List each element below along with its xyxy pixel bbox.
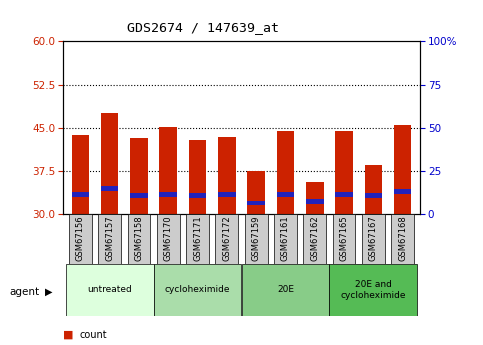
Bar [159,192,177,197]
Bar [277,130,294,214]
Bar [71,192,89,197]
Text: GSM67161: GSM67161 [281,215,290,261]
Bar [329,264,417,316]
Text: GSM67165: GSM67165 [340,215,349,261]
Text: GSM67171: GSM67171 [193,215,202,261]
Bar [218,137,236,214]
Bar [157,214,180,264]
Bar [98,214,121,264]
Text: GDS2674 / 147639_at: GDS2674 / 147639_at [127,21,279,34]
Text: GSM67156: GSM67156 [76,215,85,261]
Bar [365,193,382,198]
Bar [159,127,177,214]
Bar [242,264,329,316]
Bar [66,264,154,316]
Bar [215,214,238,264]
Bar [362,214,385,264]
Text: GSM67157: GSM67157 [105,215,114,261]
Bar [303,214,326,264]
Bar [101,186,118,191]
Text: GSM67158: GSM67158 [134,215,143,261]
Bar [218,192,236,197]
Text: 20E and
cycloheximide: 20E and cycloheximide [341,280,406,299]
Bar [274,214,297,264]
Text: GSM67162: GSM67162 [310,215,319,261]
Bar [69,214,92,264]
Text: untreated: untreated [87,285,132,294]
Text: GSM67172: GSM67172 [222,215,231,261]
Text: GSM67168: GSM67168 [398,215,407,261]
Bar [394,125,412,214]
Bar [333,214,355,264]
Text: count: count [80,330,107,339]
Bar [394,189,412,194]
Bar [247,171,265,214]
Bar [130,193,148,198]
Bar [335,192,353,197]
Bar [306,182,324,214]
Text: GSM67170: GSM67170 [164,215,173,261]
Bar [101,113,118,214]
Text: GSM67159: GSM67159 [252,215,261,261]
Bar [335,130,353,214]
Bar [154,264,242,316]
Bar [186,214,209,264]
Text: 20E: 20E [277,285,294,294]
Text: cycloheximide: cycloheximide [165,285,230,294]
Bar [71,135,89,214]
Text: GSM67167: GSM67167 [369,215,378,261]
Bar [130,138,148,214]
Bar [247,201,265,205]
Text: ■: ■ [63,330,73,339]
Bar [391,214,414,264]
Bar [189,193,206,198]
Bar [128,214,150,264]
Bar [189,140,206,214]
Bar [277,192,294,197]
Bar [306,199,324,204]
Bar [365,165,382,214]
Bar [245,214,268,264]
Text: agent: agent [10,287,40,296]
Text: ▶: ▶ [45,287,53,296]
